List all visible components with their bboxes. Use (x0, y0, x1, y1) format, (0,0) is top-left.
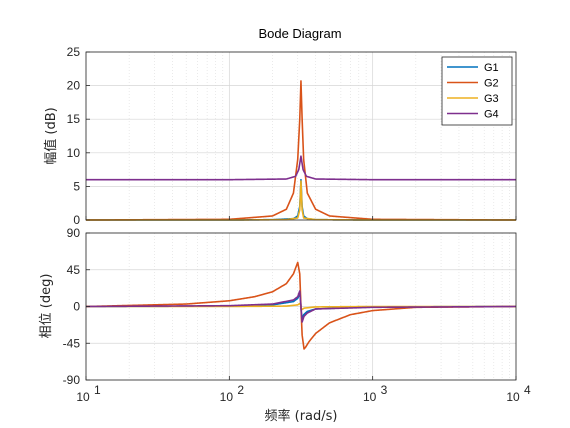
y-tick-label: -45 (63, 336, 81, 350)
legend-label-G4: G4 (484, 109, 499, 121)
y-tick-label: -90 (63, 373, 81, 387)
x-tick-label: 10 (220, 390, 234, 404)
chart-title: Bode Diagram (258, 26, 341, 41)
series-line-magnitude-G4 (85, 155, 517, 181)
y-tick-label: 0 (73, 213, 80, 227)
x-tick-exponent: 1 (94, 383, 101, 397)
phase-series (85, 261, 517, 350)
series-line-phase-G4 (85, 290, 517, 323)
x-axis-label: 频率 (rad/s) (265, 408, 338, 424)
legend: G1 G2 G3 G4 (441, 56, 513, 126)
y-tick-label: 20 (67, 79, 81, 93)
magnitude-y-label: 幅值 (dB) (43, 107, 59, 164)
y-tick-label: 15 (67, 112, 81, 126)
x-tick-label: 10 (506, 390, 520, 404)
x-tick-exponent: 2 (237, 383, 244, 397)
legend-label-G3: G3 (484, 93, 499, 105)
phase-y-label: 相位 (deg) (39, 274, 54, 339)
legend-label-G1: G1 (484, 62, 499, 74)
y-tick-label: 25 (67, 45, 81, 59)
y-tick-label: 10 (67, 146, 81, 160)
y-tick-label: 90 (67, 226, 81, 240)
magnitude-y-ticks: 0 5 10 15 20 25 (67, 45, 517, 227)
x-tick-labels: 10 1 10 2 10 3 10 4 (76, 383, 531, 404)
x-tick-label: 10 (363, 390, 377, 404)
y-tick-label: 5 (73, 179, 80, 193)
phase-y-ticks: -90 -45 0 45 90 (63, 226, 517, 387)
x-tick-label: 10 (76, 390, 90, 404)
magnitude-axes-box (85, 51, 517, 221)
x-tick-exponent: 4 (524, 383, 531, 397)
legend-label-G2: G2 (484, 78, 499, 90)
y-tick-label: 45 (67, 263, 81, 277)
y-tick-label: 0 (73, 300, 80, 314)
phase-panel: -90 -45 0 45 90 相位 (deg) (39, 226, 517, 387)
x-tick-exponent: 3 (381, 383, 388, 397)
